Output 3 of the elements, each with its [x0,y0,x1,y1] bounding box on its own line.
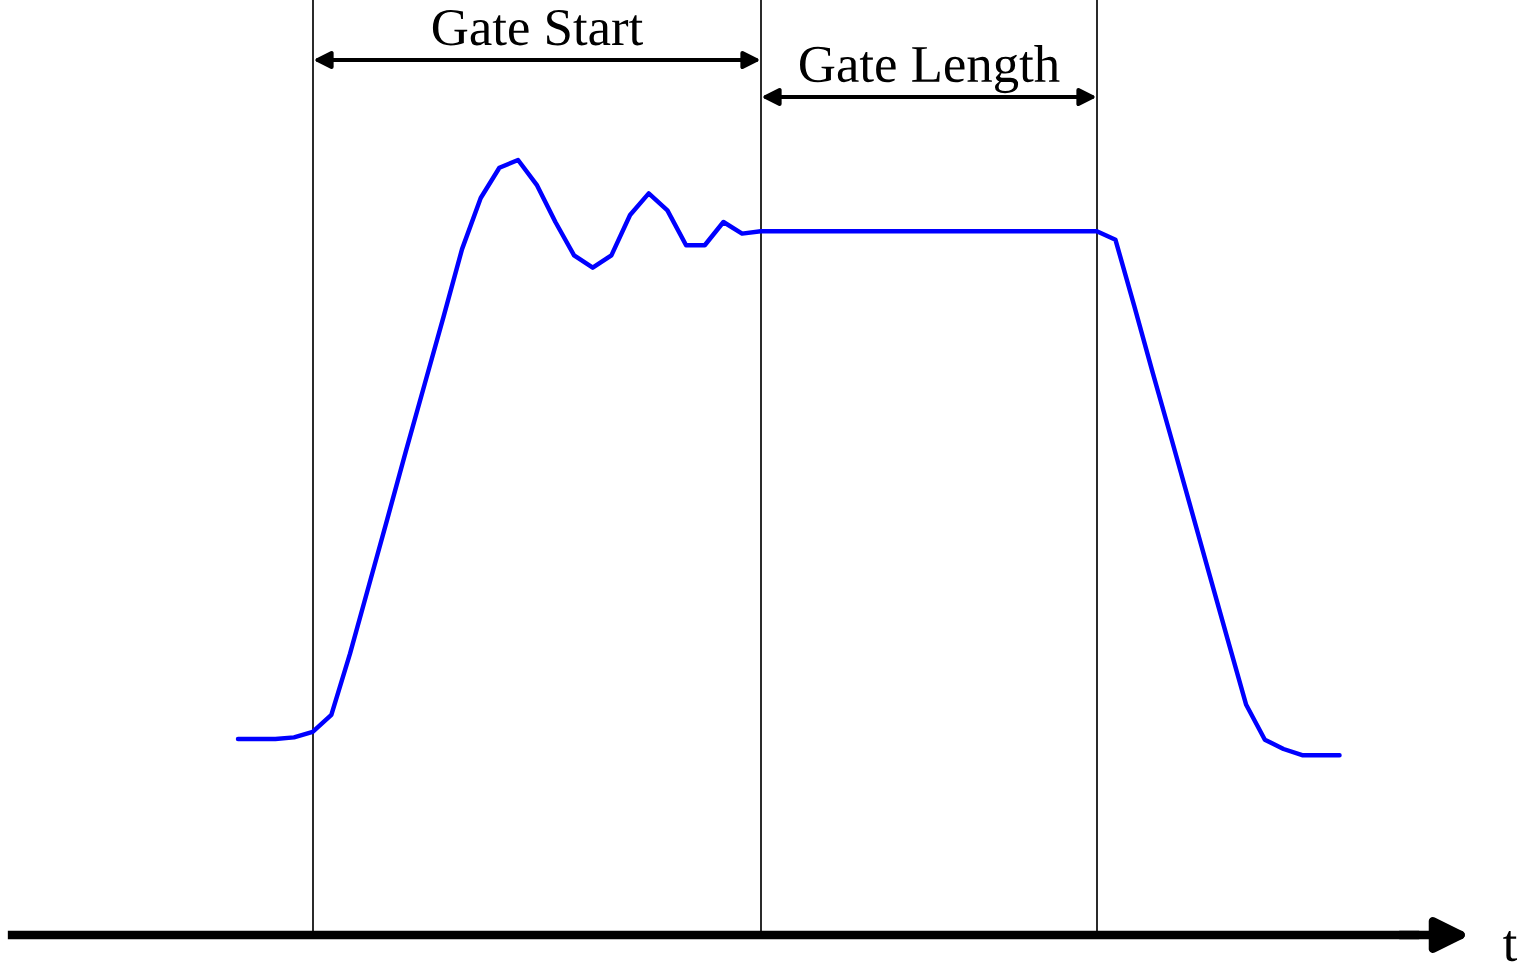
text: Gate Length [800,45,1060,94]
x-axis-title: t [1503,931,1518,962]
text: Gate Start [432,9,643,46]
